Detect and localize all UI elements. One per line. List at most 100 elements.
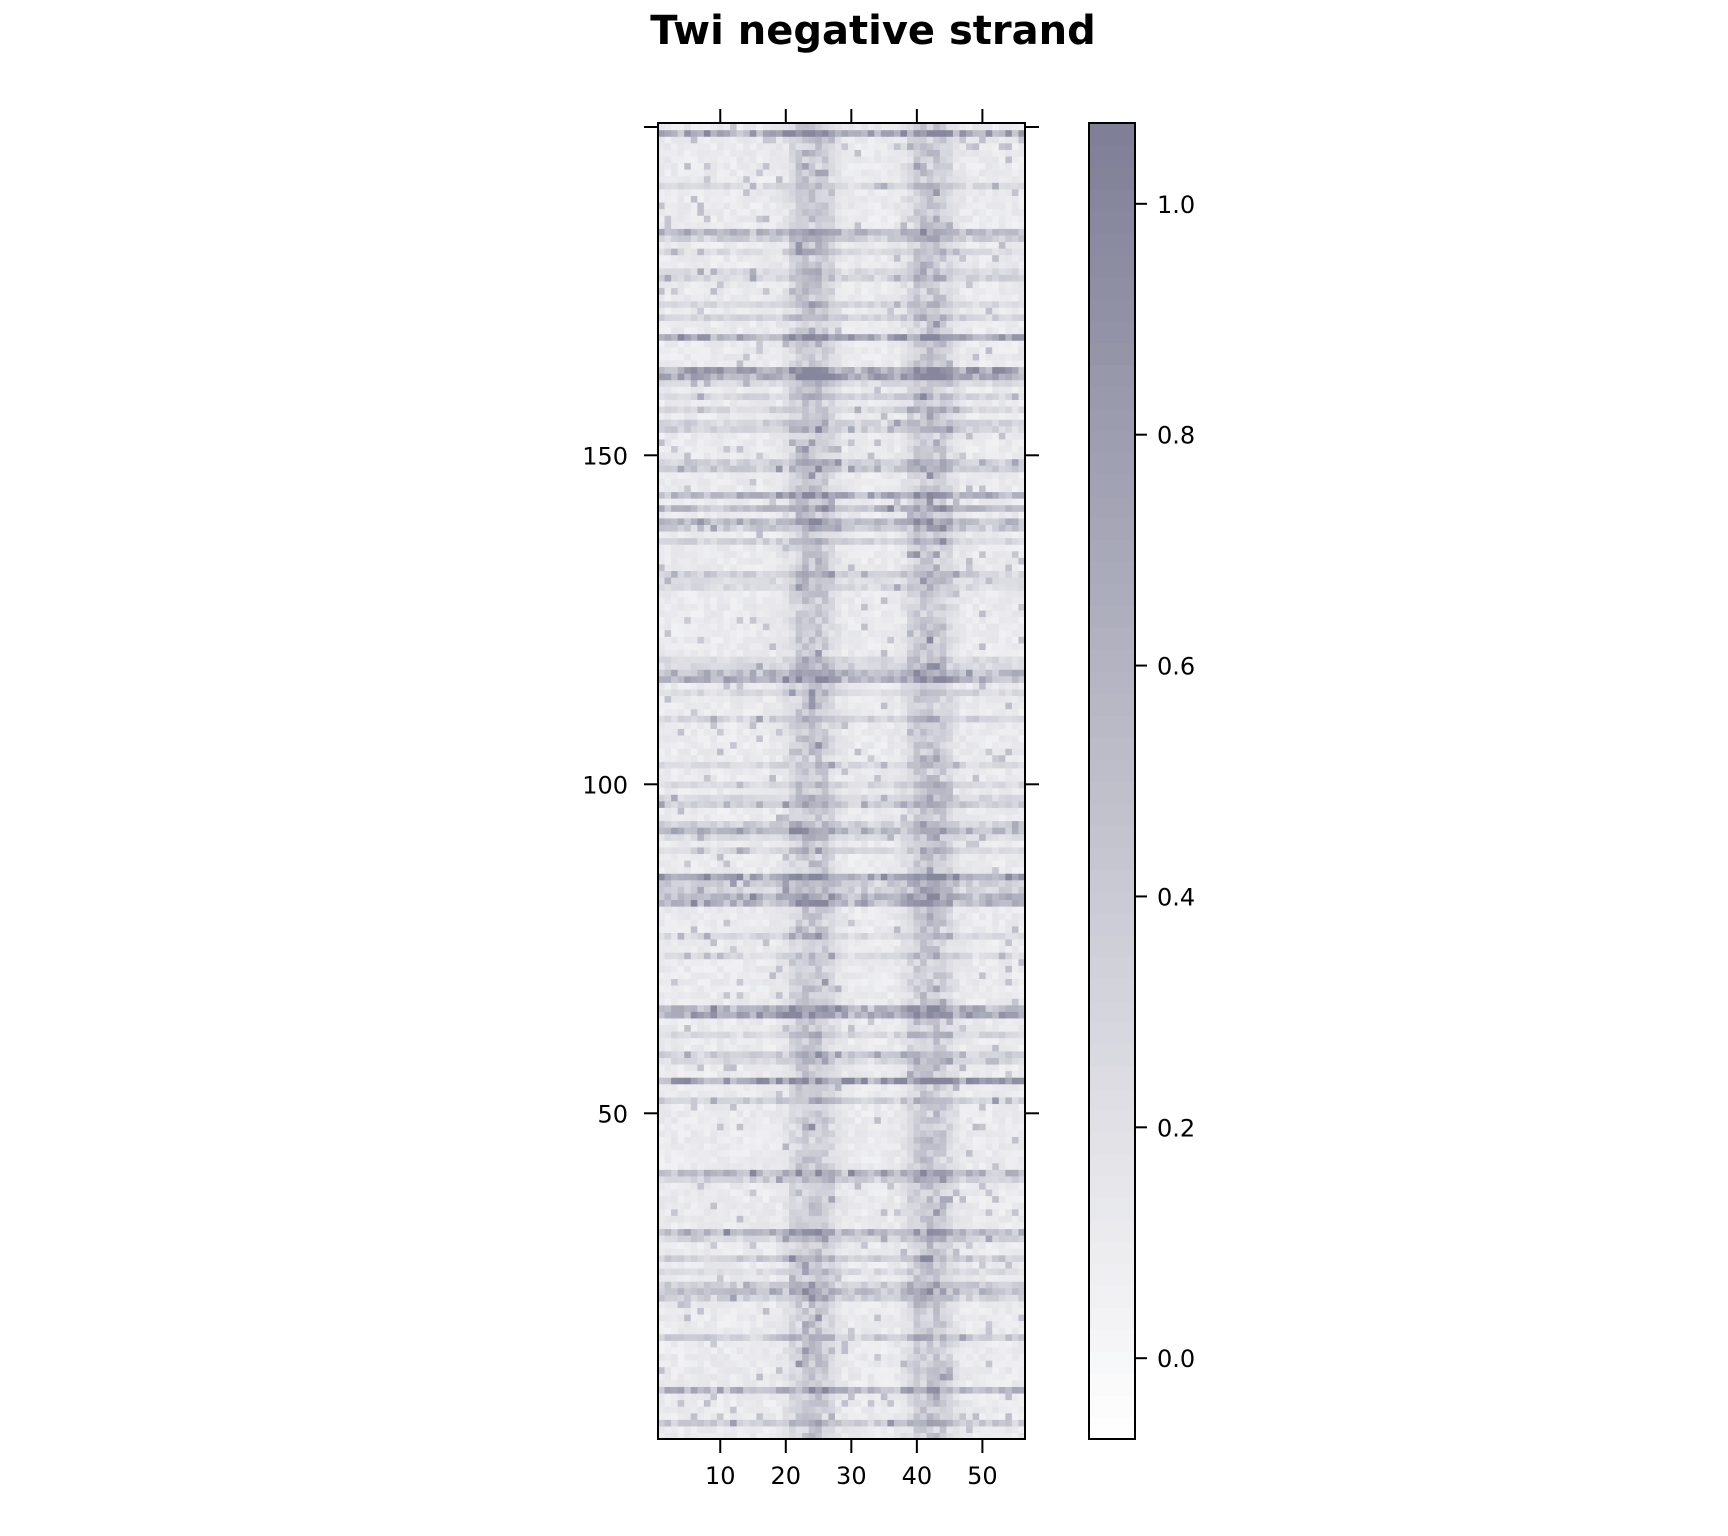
heatmap-cell [769,1307,777,1315]
heatmap-cell [959,1274,967,1282]
heatmap-cell [821,984,829,993]
heatmap-cell [926,1083,934,1091]
heatmap-cell [841,1399,849,1407]
heatmap-cell [703,1057,712,1065]
heatmap-cell [716,1432,725,1440]
heatmap-cell [972,1195,980,1203]
heatmap-cell [834,1116,843,1124]
heatmap-cell [907,892,915,901]
heatmap-cell [671,873,679,881]
heatmap-cell [985,1366,993,1374]
heatmap-cell [887,1281,895,1289]
heatmap-cell [664,919,672,927]
heatmap-cell [658,1392,666,1401]
heatmap-cell [907,1274,915,1282]
heatmap-cell [979,1261,987,1269]
heatmap-cell [893,1182,902,1190]
heatmap-cell [848,998,856,1006]
heatmap-cell [671,998,679,1006]
heatmap-cell [677,991,685,999]
heatmap-cell [913,853,921,861]
heatmap-cell [946,1287,954,1295]
heatmap-cell [874,1373,882,1381]
heatmap-cell [985,859,993,868]
heatmap-cell [848,886,856,894]
heatmap-cell [703,991,712,999]
heatmap-cell [710,952,718,960]
heatmap-cell [664,1254,672,1262]
heatmap-cell [736,1353,744,1361]
heatmap-cell [789,1406,797,1414]
heatmap-cell [992,1182,1000,1190]
heatmap-cell [828,1425,836,1434]
heatmap-cell [854,1215,862,1223]
heatmap-cell [900,1004,908,1012]
heatmap-cell [703,866,712,874]
heatmap-cell [808,1090,816,1098]
heatmap-cell [854,1340,862,1348]
heatmap-cell [815,1063,823,1072]
heatmap-cell [658,1096,666,1105]
heatmap-cell [710,1235,718,1243]
heatmap-cell [920,1379,928,1387]
heatmap-cell [730,1248,738,1256]
heatmap-cell [959,1136,967,1144]
heatmap-cell [808,1261,816,1269]
heatmap-cell [1005,1136,1013,1144]
heatmap-cell [880,1149,888,1157]
heatmap-cell [887,1142,895,1151]
heatmap-cell [887,1116,895,1124]
heatmap-cell [664,1123,672,1131]
heatmap-cell [920,1090,928,1098]
heatmap-cell [880,1057,888,1065]
heatmap-cell [749,1221,757,1230]
heatmap-cell [821,1050,829,1058]
heatmap-cell [1011,965,1020,973]
heatmap-cell [736,899,744,907]
heatmap-cell [756,1175,764,1183]
heatmap-cell [861,906,869,914]
heatmap-cell [690,1195,698,1203]
heatmap-cell [848,892,856,901]
heatmap-cell [887,1399,895,1407]
heatmap-cell [716,892,725,901]
heatmap-cell [952,1320,961,1328]
heatmap-cell [1005,1044,1013,1052]
heatmap-cell [1018,1274,1026,1282]
heatmap-cell [834,1017,843,1026]
heatmap-cell [939,1050,947,1058]
heatmap-cell [933,1202,941,1210]
heatmap-cell [769,1129,777,1137]
heatmap-cell [1018,1090,1026,1098]
heatmap-cell [893,1195,902,1203]
heatmap-cell [795,1373,803,1381]
heatmap-cell [684,899,692,907]
heatmap-cell [874,1366,882,1374]
heatmap-cell [723,925,731,933]
heatmap-cell [664,1248,672,1256]
heatmap-cell [867,932,875,940]
heatmap-cell [979,1340,987,1348]
heatmap-cell [893,1353,902,1361]
heatmap-cell [697,1156,705,1164]
heatmap-cell [998,952,1006,960]
heatmap-cell [690,1162,698,1170]
heatmap-cell [808,1327,816,1335]
heatmap-cell [854,1327,862,1335]
heatmap-cell [756,1432,764,1440]
heatmap-cell [959,1386,967,1394]
heatmap-cell [893,859,902,868]
heatmap-cell [834,1169,843,1177]
heatmap-cell [998,1215,1006,1223]
heatmap-cell [998,1116,1006,1124]
heatmap-cell [1011,1057,1020,1065]
heatmap-cell [1011,1063,1020,1072]
heatmap-cell [815,1432,823,1440]
heatmap-cell [1018,925,1026,933]
heatmap-cell [730,906,738,914]
heatmap-cell [920,998,928,1006]
heatmap-cell [834,1360,843,1368]
heatmap-cell [677,1313,685,1322]
heatmap-cell [690,1261,698,1269]
heatmap-cell [802,866,810,874]
